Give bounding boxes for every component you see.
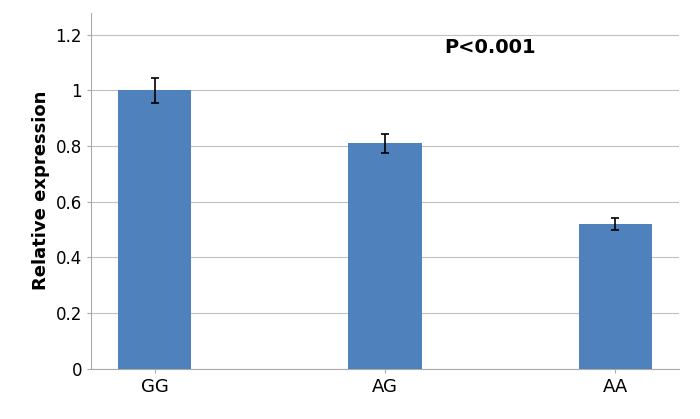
Bar [578, 224, 652, 369]
Y-axis label: Relative expression: Relative expression [32, 91, 50, 290]
Text: P<0.001: P<0.001 [444, 37, 536, 57]
Bar [118, 91, 192, 369]
Bar [348, 143, 422, 369]
